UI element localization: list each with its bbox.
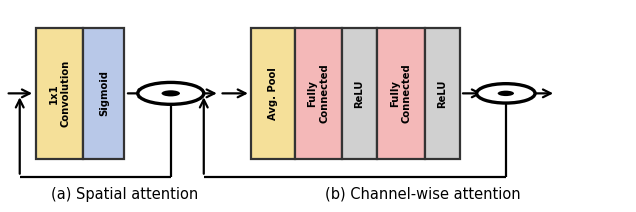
- FancyBboxPatch shape: [377, 28, 425, 159]
- Text: (a) Spatial attention: (a) Spatial attention: [51, 187, 198, 202]
- FancyBboxPatch shape: [251, 28, 294, 159]
- Circle shape: [476, 84, 535, 103]
- Circle shape: [498, 91, 514, 96]
- Text: ReLU: ReLU: [437, 79, 447, 107]
- Text: (b) Channel-wise attention: (b) Channel-wise attention: [325, 187, 520, 202]
- FancyBboxPatch shape: [36, 28, 83, 159]
- Text: Avg. Pool: Avg. Pool: [268, 67, 278, 120]
- FancyBboxPatch shape: [83, 28, 125, 159]
- FancyBboxPatch shape: [425, 28, 460, 159]
- Text: 1x1
Convolution: 1x1 Convolution: [48, 60, 70, 127]
- Text: Fully
Connected: Fully Connected: [308, 63, 329, 123]
- Text: ReLU: ReLU: [354, 79, 364, 107]
- Circle shape: [138, 82, 204, 104]
- Text: Sigmoid: Sigmoid: [99, 70, 109, 116]
- FancyBboxPatch shape: [342, 28, 377, 159]
- FancyBboxPatch shape: [294, 28, 342, 159]
- Circle shape: [162, 90, 180, 96]
- Text: Fully
Connected: Fully Connected: [390, 63, 411, 123]
